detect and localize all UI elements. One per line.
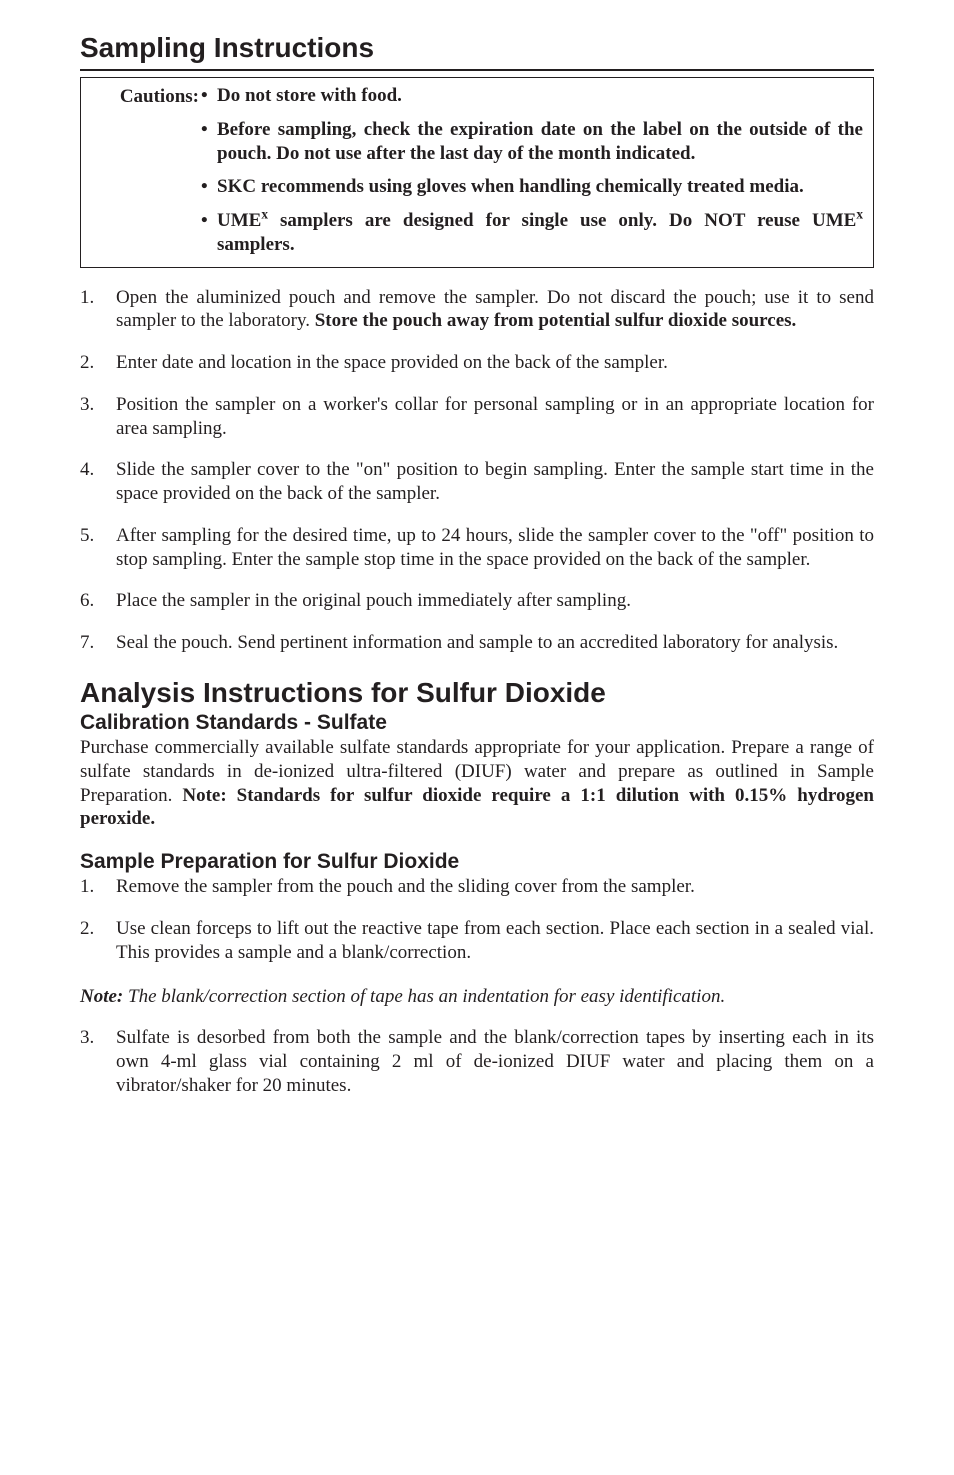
calibration-body-bold: Note: Standards for sulfur dioxide requi…: [80, 785, 874, 830]
step-number: 1.: [80, 286, 116, 334]
calibration-standards-heading: Calibration Standards - Sulfate: [80, 710, 874, 736]
preparation-steps-continued: 3. Sulfate is desorbed from both the sam…: [80, 1026, 874, 1097]
note: Note: The blank/correction section of ta…: [80, 985, 874, 1009]
analysis-instructions-heading: Analysis Instructions for Sulfur Dioxide: [80, 675, 874, 710]
calibration-body: Purchase commercially available sulfate …: [80, 736, 874, 831]
note-body: The blank/correction section of tape has…: [123, 986, 725, 1007]
caution-item: Do not store with food.: [201, 84, 863, 108]
step-item: 7. Seal the pouch. Send pertinent inform…: [80, 631, 874, 655]
cautions-label: Cautions:: [91, 84, 201, 257]
step-text: Enter date and location in the space pro…: [116, 351, 874, 375]
step-item: 5. After sampling for the desired time, …: [80, 524, 874, 572]
step-number: 4.: [80, 458, 116, 506]
step-number: 3.: [80, 393, 116, 441]
step-text-bold: Store the pouch away from potential sulf…: [315, 310, 797, 331]
step-text: Open the aluminized pouch and remove the…: [116, 286, 874, 334]
step-text: Use clean forceps to lift out the reacti…: [116, 917, 874, 965]
sample-preparation-heading: Sample Preparation for Sulfur Dioxide: [80, 849, 874, 875]
step-item: 4. Slide the sampler cover to the "on" p…: [80, 458, 874, 506]
note-label: Note:: [80, 986, 123, 1007]
caution-item: Before sampling, check the expiration da…: [201, 118, 863, 166]
step-number: 3.: [80, 1026, 116, 1097]
step-number: 2.: [80, 917, 116, 965]
sampling-instructions-heading: Sampling Instructions: [80, 30, 874, 71]
step-number: 6.: [80, 589, 116, 613]
step-text: Sulfate is desorbed from both the sample…: [116, 1026, 874, 1097]
step-text: Slide the sampler cover to the "on" posi…: [116, 458, 874, 506]
step-text: Position the sampler on a worker's colla…: [116, 393, 874, 441]
step-item: 3. Position the sampler on a worker's co…: [80, 393, 874, 441]
caution-item: SKC recommends using gloves when handlin…: [201, 175, 863, 199]
step-number: 2.: [80, 351, 116, 375]
caution-item: UMEx samplers are designed for single us…: [201, 209, 863, 257]
cautions-list: Do not store with food. Before sampling,…: [201, 84, 863, 257]
step-number: 5.: [80, 524, 116, 572]
preparation-steps: 1. Remove the sampler from the pouch and…: [80, 875, 874, 964]
step-text: After sampling for the desired time, up …: [116, 524, 874, 572]
step-item: 2. Use clean forceps to lift out the rea…: [80, 917, 874, 965]
step-item: 1. Open the aluminized pouch and remove …: [80, 286, 874, 334]
step-item: 1. Remove the sampler from the pouch and…: [80, 875, 874, 899]
step-item: 2. Enter date and location in the space …: [80, 351, 874, 375]
step-item: 6. Place the sampler in the original pou…: [80, 589, 874, 613]
step-number: 1.: [80, 875, 116, 899]
step-text: Remove the sampler from the pouch and th…: [116, 875, 874, 899]
sampling-steps: 1. Open the aluminized pouch and remove …: [80, 286, 874, 655]
step-item: 3. Sulfate is desorbed from both the sam…: [80, 1026, 874, 1097]
cautions-box: Cautions: Do not store with food. Before…: [80, 77, 874, 268]
step-text: Seal the pouch. Send pertinent informati…: [116, 631, 874, 655]
step-text: Place the sampler in the original pouch …: [116, 589, 874, 613]
step-number: 7.: [80, 631, 116, 655]
